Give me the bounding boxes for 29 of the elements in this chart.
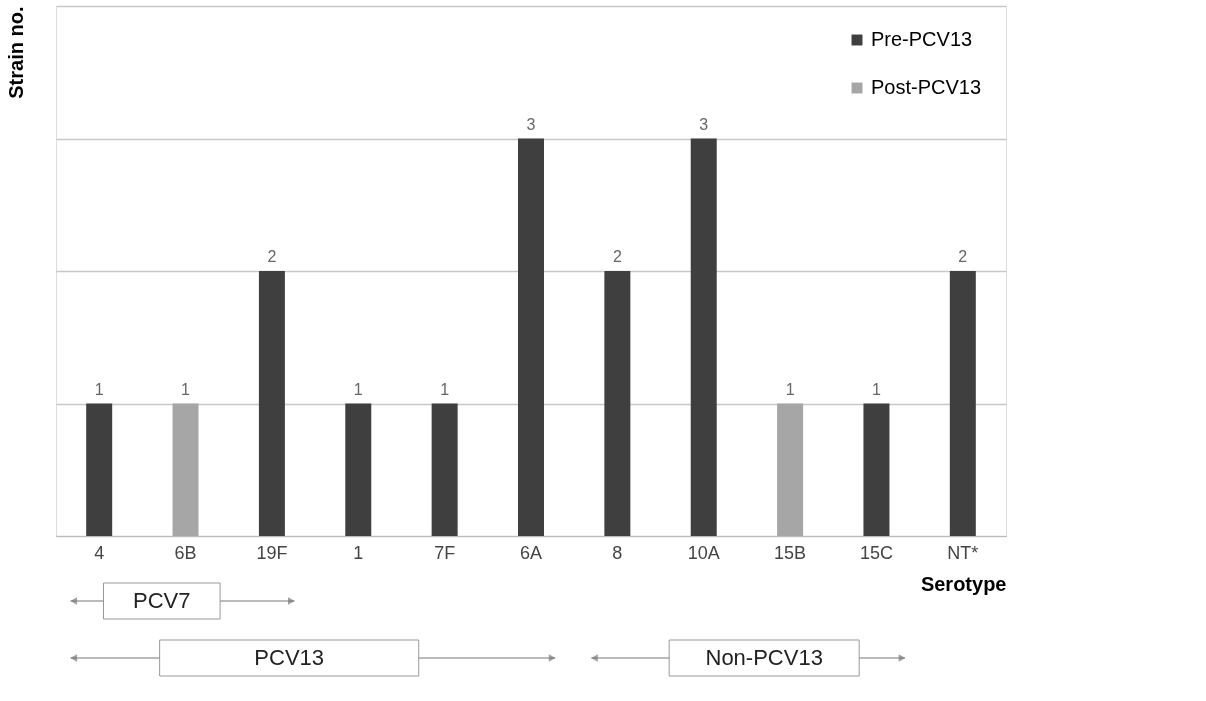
text: PCV7	[133, 588, 191, 613]
data-label: 3	[526, 115, 536, 133]
text: PCV13	[254, 645, 325, 670]
data-label: 1	[181, 380, 191, 398]
x-tick-label: NT*	[947, 542, 979, 563]
x-tick-label: 15B	[774, 542, 807, 563]
text: Non-PCV13	[705, 645, 823, 670]
data-label: 3	[699, 115, 709, 133]
data-label: 2	[958, 248, 968, 265]
x-tick-label: 6B	[174, 542, 197, 563]
legend-label: Post-PCV13	[871, 76, 982, 98]
x-tick-label: 1	[353, 542, 364, 563]
data-label: 1	[872, 380, 881, 398]
legend-label: Pre-PCV13	[871, 28, 973, 50]
data-label: 2	[267, 248, 277, 265]
x-tick-label: 7F	[434, 542, 456, 563]
x-tick-label: 19F	[256, 542, 288, 563]
data-label: 1	[785, 380, 795, 398]
data-label: 1	[353, 380, 363, 398]
x-tick-label: 6A	[519, 542, 543, 563]
x-tick-label: 10A	[687, 542, 720, 563]
data-label: 1	[440, 380, 450, 398]
data-label: 1	[94, 380, 104, 398]
x-tick-label: 8	[612, 542, 623, 563]
x-axis-title: Serotype	[920, 572, 1007, 595]
x-tick-label: 15C	[859, 542, 893, 563]
data-label: 2	[612, 248, 622, 265]
y-axis-title: Strain no.	[4, 6, 27, 99]
x-tick-label: 4	[94, 542, 105, 563]
